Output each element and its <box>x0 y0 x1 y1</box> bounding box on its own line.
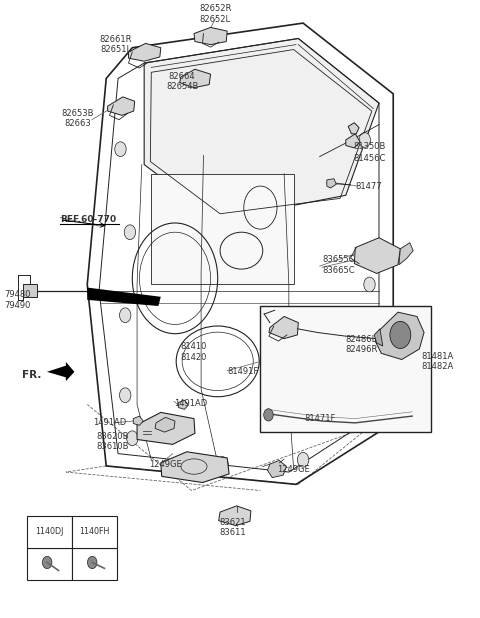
FancyBboxPatch shape <box>27 516 72 548</box>
Polygon shape <box>108 97 135 116</box>
Polygon shape <box>399 243 413 265</box>
Polygon shape <box>144 38 379 220</box>
Circle shape <box>264 408 273 421</box>
Polygon shape <box>327 179 336 188</box>
Text: 82652R
82652L: 82652R 82652L <box>199 4 231 23</box>
Polygon shape <box>47 362 74 381</box>
Polygon shape <box>161 452 229 483</box>
FancyBboxPatch shape <box>72 516 117 548</box>
Circle shape <box>115 142 126 156</box>
Text: 82664
82654B: 82664 82654B <box>166 72 198 91</box>
Circle shape <box>120 388 131 402</box>
Text: 81481A
81482A: 81481A 81482A <box>422 352 454 371</box>
Text: 81350B: 81350B <box>353 142 385 151</box>
Text: 1249GE: 1249GE <box>277 465 310 473</box>
Polygon shape <box>155 417 175 432</box>
Polygon shape <box>194 27 227 44</box>
Circle shape <box>364 277 375 292</box>
Circle shape <box>359 133 371 147</box>
Polygon shape <box>137 412 195 444</box>
Text: 83620B
83610B: 83620B 83610B <box>97 431 129 451</box>
FancyBboxPatch shape <box>27 548 72 580</box>
Text: 79480
79490: 79480 79490 <box>4 290 31 310</box>
FancyBboxPatch shape <box>23 284 37 297</box>
Polygon shape <box>133 416 143 425</box>
Text: FR.: FR. <box>22 370 42 380</box>
Polygon shape <box>375 312 424 360</box>
Text: 1140DJ: 1140DJ <box>36 527 64 536</box>
Text: 81477: 81477 <box>355 182 382 190</box>
Text: 81491F: 81491F <box>227 367 258 376</box>
Circle shape <box>124 225 136 240</box>
Text: 83621
83611: 83621 83611 <box>219 518 246 537</box>
Polygon shape <box>179 400 188 409</box>
Circle shape <box>42 556 52 569</box>
Text: 83655C
83665C: 83655C 83665C <box>322 255 355 274</box>
Polygon shape <box>219 506 251 525</box>
Text: 1491AD: 1491AD <box>174 399 207 408</box>
Polygon shape <box>269 316 299 339</box>
Polygon shape <box>348 123 359 134</box>
Text: 81471F: 81471F <box>304 414 336 423</box>
Polygon shape <box>180 69 211 88</box>
Circle shape <box>298 452 309 467</box>
Text: 82653B
82663: 82653B 82663 <box>61 109 94 128</box>
Polygon shape <box>374 329 383 346</box>
Polygon shape <box>129 43 161 61</box>
Text: 81456C: 81456C <box>353 154 385 163</box>
Text: 82486L
82496R: 82486L 82496R <box>346 335 378 355</box>
Text: 1491AD: 1491AD <box>94 418 127 428</box>
Text: 82661R
82651L: 82661R 82651L <box>99 35 132 54</box>
FancyBboxPatch shape <box>72 548 117 580</box>
Polygon shape <box>267 460 287 478</box>
Polygon shape <box>346 134 360 148</box>
Circle shape <box>127 431 138 446</box>
Text: REF.60-770: REF.60-770 <box>60 216 116 224</box>
Polygon shape <box>87 287 161 306</box>
Circle shape <box>217 457 228 472</box>
FancyBboxPatch shape <box>260 306 431 432</box>
Text: 81410
81420: 81410 81420 <box>181 342 207 362</box>
Circle shape <box>390 321 411 349</box>
Polygon shape <box>354 238 400 273</box>
Polygon shape <box>151 174 294 284</box>
Text: 1249GE: 1249GE <box>149 460 181 468</box>
Circle shape <box>120 308 131 323</box>
Text: 1140FH: 1140FH <box>79 527 110 536</box>
Circle shape <box>364 388 375 402</box>
Circle shape <box>87 556 97 569</box>
